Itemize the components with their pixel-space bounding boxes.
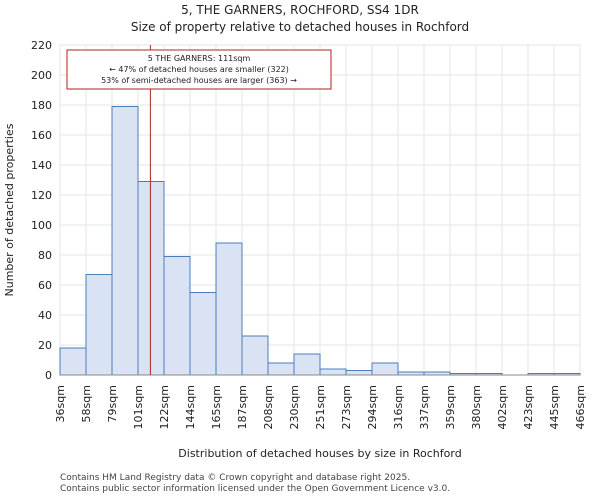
x-tick-label: 101sqm [132,385,145,429]
x-tick-label: 466sqm [574,385,587,429]
annotation-label-line2: ← 47% of detached houses are smaller (32… [109,65,289,74]
x-tick-label: 58sqm [80,385,93,422]
x-tick-label: 445sqm [548,385,561,429]
bar [267,362,295,376]
x-axis-label: Distribution of detached houses by size … [178,447,461,460]
y-tick-label: 40 [38,309,52,322]
bars [59,106,581,376]
bar [345,370,373,376]
bar [319,368,347,376]
x-tick-label: 187sqm [236,385,249,429]
y-tick-label: 180 [31,99,52,112]
x-tick-label: 359sqm [444,385,457,429]
x-tick-label: 36sqm [54,385,67,422]
x-tick-label: 79sqm [106,385,119,422]
bar [241,335,269,376]
bar [215,242,243,376]
x-tick-label: 122sqm [158,385,171,429]
property-marker: 5 THE GARNERS: 111sqm ← 47% of detached h… [66,45,332,375]
bar [293,353,321,376]
bar [371,362,399,376]
x-tick-label: 273sqm [340,385,353,429]
y-tick-label: 80 [38,249,52,262]
x-tick-label: 380sqm [470,385,483,429]
y-tick-label: 20 [38,339,52,352]
annotation-box [66,49,332,90]
footer-copyright: Contains HM Land Registry data © Crown c… [60,473,411,483]
x-tick-label: 423sqm [522,385,535,429]
y-tick-label: 140 [31,159,52,172]
axes: 0 20 40 60 80 100 120 140 160 180 200 220 36sqm 58sqm… [31,39,587,429]
x-tick-label: 402sqm [496,385,509,429]
y-tick-label: 60 [38,279,52,292]
annotation-label-line3: 53% of semi-detached houses are larger (… [101,76,297,85]
bar [111,106,139,376]
x-tick-label: 316sqm [392,385,405,429]
x-tick-label: 337sqm [418,385,431,429]
bar [163,256,191,376]
bar [137,181,165,376]
chart-title: 5, THE GARNERS, ROCHFORD, SS4 1DR [181,3,419,17]
y-tick-label: 120 [31,189,52,202]
x-tick-label: 165sqm [210,385,223,429]
bar [85,274,113,376]
y-tick-label: 200 [31,69,52,82]
y-tick-label: 160 [31,129,52,142]
chart-subtitle: Size of property relative to detached ho… [130,20,470,34]
x-tick-label: 230sqm [288,385,301,429]
y-tick-label: 0 [45,369,52,382]
x-tick-label: 208sqm [262,385,275,429]
annotation-label-line1: 5 THE GARNERS: 111sqm [148,54,251,63]
y-tick-label: 100 [31,219,52,232]
bar [59,347,87,376]
bar [189,292,217,376]
x-tick-label: 144sqm [184,385,197,429]
x-tick-label: 251sqm [314,385,327,429]
y-tick-label: 220 [31,39,52,52]
x-tick-label: 294sqm [366,385,379,429]
y-axis-label: Number of detached properties [3,123,16,296]
footer-licence: Contains public sector information licen… [60,484,451,494]
